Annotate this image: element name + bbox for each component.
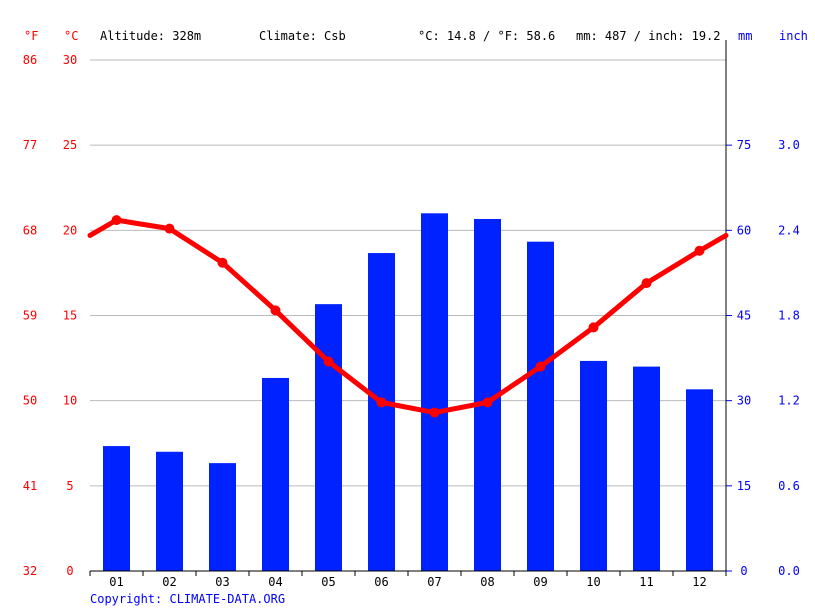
temperature-point bbox=[376, 397, 387, 408]
fahrenheit-tick-label: 50 bbox=[23, 394, 37, 408]
inch-tick-label: 1.8 bbox=[778, 309, 800, 323]
fahrenheit-tick-label: 59 bbox=[23, 309, 37, 323]
month-label: 04 bbox=[268, 575, 282, 589]
mm-tick-label: 30 bbox=[737, 394, 751, 408]
precipitation-bar bbox=[421, 213, 448, 572]
temperature-point bbox=[270, 305, 281, 316]
climate-label: Climate: Csb bbox=[259, 29, 346, 43]
celsius-tick-label: 30 bbox=[63, 53, 77, 67]
fahrenheit-tick-label: 32 bbox=[23, 564, 37, 578]
inch-tick-label: 3.0 bbox=[778, 138, 800, 152]
temperature-point bbox=[164, 223, 175, 234]
celsius-tick-label: 15 bbox=[63, 309, 77, 323]
temperature-point bbox=[429, 407, 440, 418]
month-label: 01 bbox=[109, 575, 123, 589]
precipitation-bar bbox=[103, 446, 130, 571]
temperature-point bbox=[588, 322, 599, 333]
mm-tick-label: 15 bbox=[737, 479, 751, 493]
month-label: 06 bbox=[374, 575, 388, 589]
fahrenheit-tick-label: 68 bbox=[23, 223, 37, 237]
copyright-link[interactable]: Copyright: CLIMATE-DATA.ORG bbox=[90, 592, 286, 606]
temperature-point bbox=[482, 397, 493, 408]
celsius-unit-label: °C bbox=[64, 29, 79, 43]
altitude-label: Altitude: 328m bbox=[100, 29, 202, 43]
month-label: 03 bbox=[215, 575, 229, 589]
mm-tick-label: 60 bbox=[737, 223, 751, 237]
precipitation-bar bbox=[527, 241, 554, 571]
inch-tick-label: 1.2 bbox=[778, 394, 800, 408]
month-label: 05 bbox=[321, 575, 335, 589]
fahrenheit-tick-label: 86 bbox=[23, 53, 37, 67]
temperature-point bbox=[323, 356, 334, 367]
inch-tick-label: 0.6 bbox=[778, 479, 800, 493]
temperature-point bbox=[694, 245, 705, 256]
inch-tick-label: 0.0 bbox=[778, 564, 800, 578]
month-label: 12 bbox=[692, 575, 706, 589]
temperature-point bbox=[217, 257, 228, 268]
month-label: 10 bbox=[586, 575, 600, 589]
temperature-point bbox=[641, 278, 652, 289]
fahrenheit-tick-label: 41 bbox=[23, 479, 37, 493]
precipitation-bar bbox=[262, 377, 289, 571]
inch-tick-label: 2.4 bbox=[778, 223, 800, 237]
temperature-point bbox=[111, 215, 122, 226]
mm-tick-label: 45 bbox=[737, 309, 751, 323]
inch-unit-label: inch bbox=[779, 29, 808, 43]
precipitation-bar bbox=[156, 451, 183, 571]
fahrenheit-tick-label: 77 bbox=[23, 138, 37, 152]
month-label: 02 bbox=[162, 575, 176, 589]
celsius-tick-label: 10 bbox=[63, 394, 77, 408]
average-temperature-label: °C: 14.8 / °F: 58.6 bbox=[418, 29, 556, 43]
month-label: 08 bbox=[480, 575, 494, 589]
precipitation-bar bbox=[209, 463, 236, 571]
celsius-tick-label: 0 bbox=[66, 564, 73, 578]
annual-precipitation-label: mm: 487 / inch: 19.2 bbox=[576, 29, 721, 43]
precipitation-bar bbox=[633, 366, 660, 571]
mm-unit-label: mm bbox=[738, 29, 753, 43]
mm-tick-label: 0 bbox=[740, 564, 747, 578]
celsius-tick-label: 25 bbox=[63, 138, 77, 152]
month-label: 11 bbox=[639, 575, 653, 589]
temperature-line bbox=[87, 217, 729, 416]
temperature-point bbox=[535, 361, 546, 372]
month-label: 07 bbox=[427, 575, 441, 589]
precipitation-bar bbox=[368, 253, 395, 572]
celsius-tick-label: 20 bbox=[63, 223, 77, 237]
celsius-tick-label: 5 bbox=[66, 479, 73, 493]
mm-tick-label: 75 bbox=[737, 138, 751, 152]
fahrenheit-unit-label: °F bbox=[24, 29, 39, 43]
precipitation-bar bbox=[315, 304, 342, 571]
precipitation-bar bbox=[580, 360, 607, 571]
month-label: 09 bbox=[533, 575, 547, 589]
precipitation-bar bbox=[686, 389, 713, 571]
